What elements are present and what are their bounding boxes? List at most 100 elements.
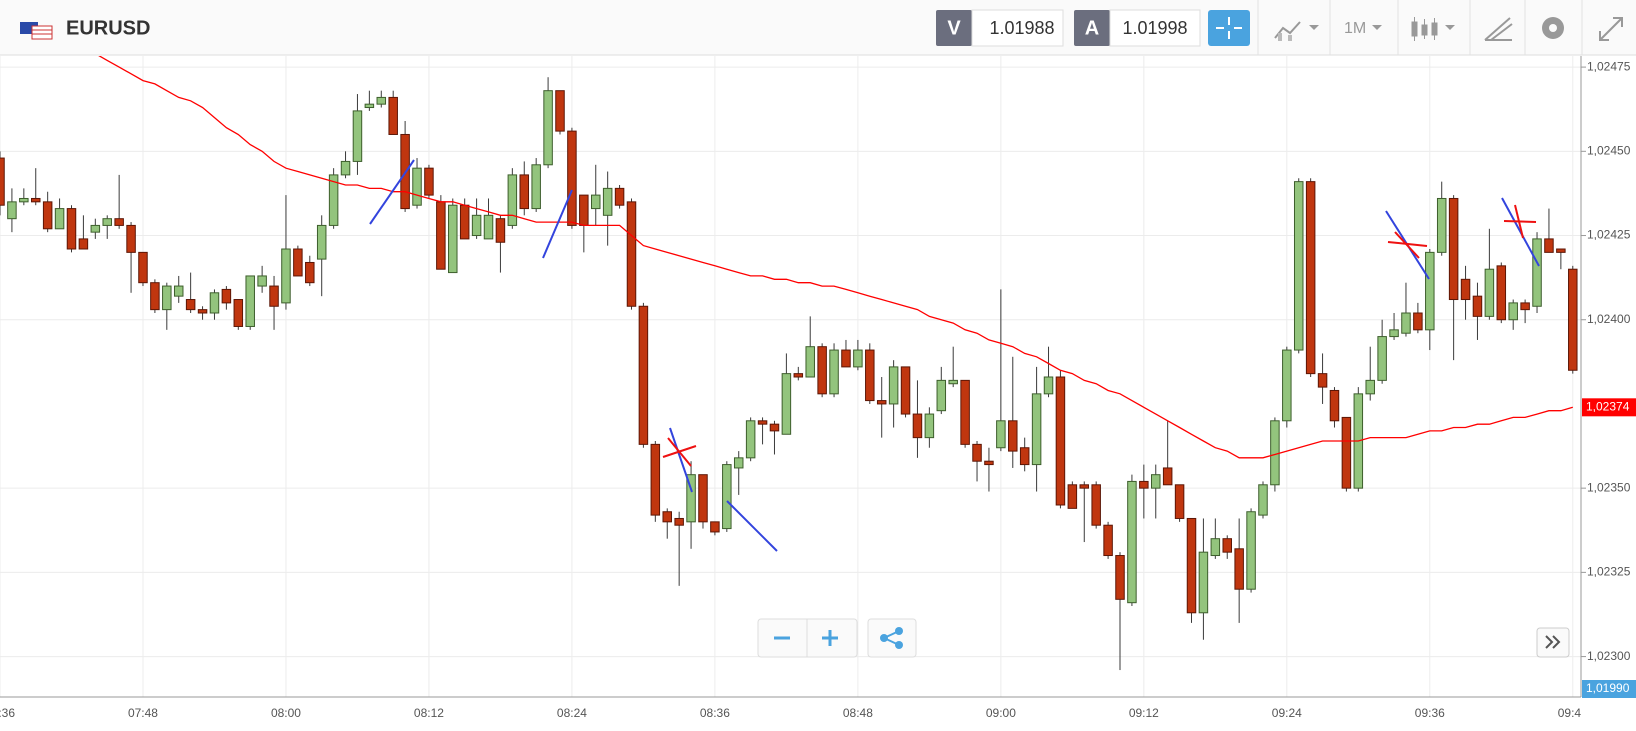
candle-body [960, 379, 970, 445]
candle-body [1019, 447, 1030, 466]
candle-body [281, 248, 291, 304]
buy-price[interactable]: 1.01998 [1122, 18, 1187, 38]
candle-body [579, 194, 589, 226]
candle-body [173, 285, 184, 297]
candle-body [1103, 524, 1113, 557]
share-button[interactable] [867, 618, 917, 658]
candle-body [972, 443, 982, 462]
x-tick-label: 09:48 [1558, 706, 1588, 720]
candle-body [352, 110, 363, 162]
buy-button[interactable] [1074, 10, 1110, 46]
candle-body [507, 174, 518, 226]
candle-body [900, 366, 911, 415]
chart-type-button[interactable] [1274, 21, 1319, 41]
candle-body [841, 349, 851, 368]
candle-body [936, 379, 947, 412]
plot-area [0, 56, 1578, 671]
candle-body [1472, 295, 1483, 317]
trend-line [726, 500, 778, 552]
candle-body [626, 201, 637, 307]
price-tag [1582, 398, 1636, 417]
sell-label[interactable]: V [947, 17, 961, 39]
candle-body [1055, 376, 1066, 506]
symbol[interactable]: EURUSD [66, 17, 150, 39]
sell-price-box[interactable] [971, 9, 1064, 47]
candle-body [805, 346, 815, 378]
buy-price-box[interactable] [1109, 9, 1201, 47]
candle-body [162, 285, 172, 311]
candle-body [412, 167, 422, 206]
candle-body [1556, 248, 1566, 253]
y-tick-label: 1,02425 [1587, 228, 1631, 242]
fullscreen-button[interactable] [1599, 17, 1623, 41]
candle-body [448, 204, 458, 274]
candle-body [876, 400, 887, 405]
candle-body [1139, 480, 1149, 489]
candle-body [638, 305, 649, 445]
candle-body [674, 517, 684, 526]
candle-body [1377, 336, 1387, 381]
candle-body [54, 208, 65, 230]
candle-body [1186, 517, 1197, 614]
candle-body [662, 511, 672, 523]
candle-body [221, 288, 232, 304]
candle-body [519, 174, 530, 210]
settings-button[interactable] [1542, 17, 1564, 39]
x-tick-label: 07:36 [0, 706, 15, 720]
scroll-right-button[interactable] [1536, 627, 1570, 658]
cross-mark [662, 445, 697, 458]
candle-body [686, 474, 696, 523]
candle-body [0, 157, 5, 206]
candle-body [233, 299, 244, 327]
zoom-in-button[interactable] [822, 630, 838, 646]
candle-body [757, 420, 768, 425]
x-tick-label: 09:36 [1415, 706, 1445, 720]
candle-body [78, 238, 89, 250]
candle-body [185, 299, 196, 311]
price-tag-label: 1,01990 [1586, 681, 1630, 695]
candle-body [745, 420, 756, 459]
candle-body [102, 218, 112, 226]
candle-body [1401, 312, 1411, 334]
y-tick-label: 1,02450 [1587, 143, 1631, 157]
candle-body [30, 197, 41, 203]
x-tick-label: 08:36 [700, 706, 730, 720]
candle-body [710, 521, 720, 533]
sell-price[interactable]: 1.01988 [989, 18, 1054, 38]
candle-body [769, 423, 780, 432]
candle-body [483, 214, 494, 240]
candle-body [1258, 484, 1268, 516]
candle-body [1520, 302, 1530, 311]
candle-body [698, 474, 708, 523]
candle-body [495, 218, 506, 243]
cross-mark [1394, 231, 1420, 259]
x-tick-label: 07:48 [128, 706, 158, 720]
candle-body [1246, 511, 1256, 590]
buy-label[interactable]: A [1085, 17, 1099, 39]
draw-tool-button[interactable] [1484, 17, 1513, 41]
candle-body [209, 292, 220, 314]
timeframe-button[interactable]: 1M [1344, 20, 1366, 37]
sell-button[interactable] [936, 10, 972, 46]
candle-body [90, 224, 101, 233]
candle-body [1210, 538, 1221, 557]
cross-mark [1387, 241, 1428, 247]
candle-body [1317, 373, 1328, 388]
candle-body [1460, 278, 1471, 301]
candle-body [1079, 484, 1090, 489]
crosshair-button[interactable] [1208, 10, 1250, 46]
candle-body [245, 275, 255, 327]
candle-body [817, 346, 827, 395]
candle-body [1293, 181, 1304, 351]
candle-body [257, 275, 267, 287]
y-tick-label: 1,02325 [1587, 565, 1631, 579]
candle-body [364, 103, 375, 109]
candle-style-button[interactable] [1411, 17, 1455, 41]
candle-body [996, 420, 1006, 449]
candle-body [733, 457, 744, 469]
candle-body [543, 90, 553, 166]
candle-body [888, 366, 899, 405]
grid [0, 56, 1581, 697]
candle-body [436, 201, 446, 270]
candle-body [269, 285, 279, 307]
